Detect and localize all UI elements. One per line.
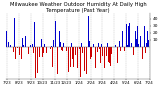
Bar: [7, 29, 8, 47]
Bar: [96, 47, 97, 63]
Bar: [125, 43, 126, 47]
Bar: [50, 47, 51, 49]
Bar: [137, 26, 138, 47]
Bar: [41, 39, 42, 47]
Bar: [79, 47, 80, 49]
Bar: [17, 47, 18, 48]
Bar: [115, 45, 116, 47]
Bar: [144, 26, 145, 47]
Bar: [91, 47, 92, 57]
Bar: [54, 31, 55, 47]
Title: Milwaukee Weather Outdoor Humidity At Daily High Temperature (Past Year): Milwaukee Weather Outdoor Humidity At Da…: [10, 2, 146, 13]
Bar: [104, 47, 105, 68]
Bar: [24, 47, 25, 48]
Bar: [37, 47, 38, 73]
Bar: [20, 37, 21, 47]
Bar: [33, 47, 34, 53]
Bar: [27, 33, 28, 47]
Bar: [66, 47, 67, 51]
Bar: [119, 41, 120, 47]
Bar: [73, 47, 74, 67]
Bar: [59, 31, 60, 47]
Bar: [44, 44, 45, 47]
Bar: [97, 47, 98, 52]
Bar: [145, 47, 146, 53]
Bar: [133, 47, 134, 55]
Bar: [140, 36, 141, 47]
Bar: [13, 47, 14, 52]
Bar: [106, 47, 107, 56]
Bar: [32, 44, 33, 47]
Bar: [117, 47, 118, 63]
Bar: [77, 47, 78, 68]
Bar: [46, 47, 47, 53]
Bar: [68, 47, 69, 72]
Bar: [42, 47, 43, 57]
Bar: [70, 47, 71, 67]
Bar: [63, 43, 64, 47]
Bar: [40, 42, 41, 47]
Bar: [130, 31, 131, 47]
Bar: [89, 41, 90, 47]
Bar: [39, 47, 40, 57]
Bar: [129, 23, 130, 47]
Bar: [109, 47, 110, 63]
Bar: [76, 17, 77, 47]
Bar: [30, 45, 31, 47]
Bar: [93, 44, 94, 47]
Bar: [138, 44, 139, 47]
Bar: [102, 47, 103, 56]
Bar: [23, 45, 24, 47]
Bar: [126, 24, 127, 47]
Bar: [131, 43, 132, 47]
Bar: [55, 21, 56, 47]
Bar: [10, 45, 11, 47]
Bar: [100, 47, 101, 63]
Bar: [53, 40, 54, 47]
Bar: [60, 42, 61, 47]
Bar: [103, 47, 104, 60]
Bar: [82, 47, 83, 53]
Bar: [14, 18, 15, 47]
Bar: [84, 47, 85, 71]
Bar: [146, 43, 147, 47]
Bar: [47, 47, 48, 51]
Bar: [57, 47, 58, 74]
Bar: [136, 39, 137, 47]
Bar: [95, 47, 96, 68]
Bar: [124, 47, 125, 51]
Bar: [88, 16, 89, 47]
Bar: [34, 22, 35, 47]
Bar: [62, 47, 63, 51]
Bar: [80, 47, 81, 77]
Bar: [111, 47, 112, 54]
Bar: [86, 47, 87, 74]
Bar: [35, 47, 36, 78]
Bar: [43, 47, 44, 53]
Bar: [116, 36, 117, 47]
Bar: [75, 47, 76, 55]
Bar: [28, 47, 29, 54]
Bar: [21, 47, 22, 59]
Bar: [19, 47, 20, 55]
Bar: [123, 32, 124, 47]
Bar: [90, 47, 91, 59]
Bar: [69, 44, 70, 47]
Bar: [6, 31, 7, 47]
Bar: [122, 31, 123, 47]
Bar: [142, 47, 143, 59]
Bar: [99, 47, 100, 49]
Bar: [120, 47, 121, 51]
Bar: [61, 47, 62, 50]
Bar: [83, 47, 84, 68]
Bar: [8, 42, 9, 47]
Bar: [81, 43, 82, 47]
Bar: [110, 47, 111, 66]
Bar: [135, 31, 136, 47]
